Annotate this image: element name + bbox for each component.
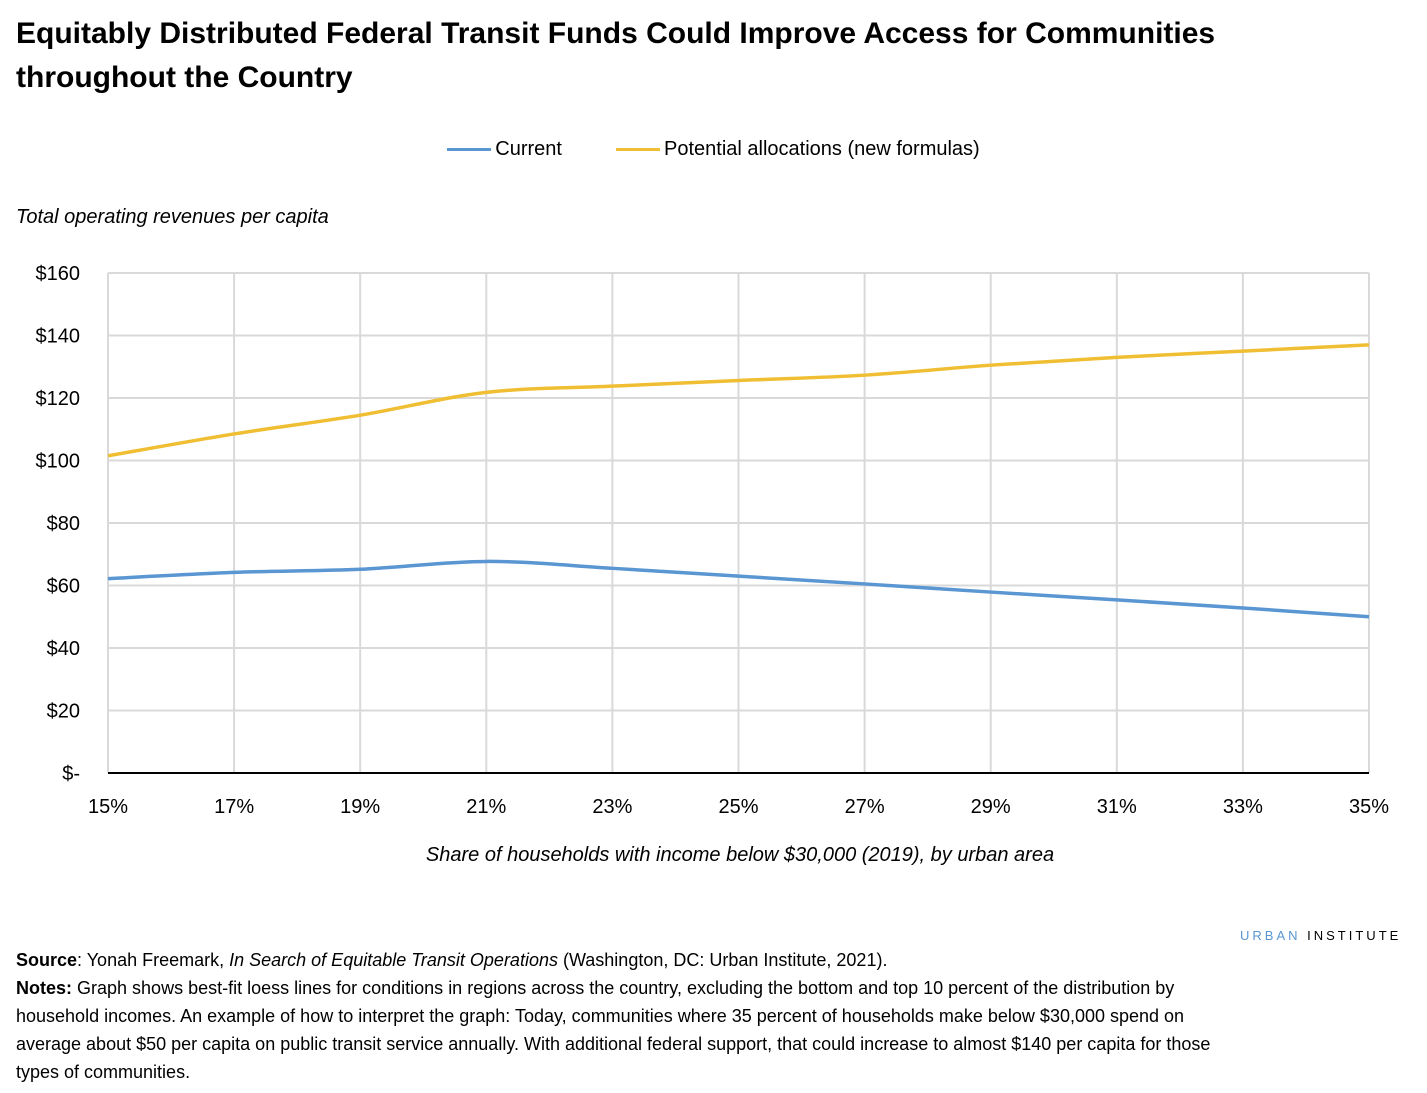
x-tick-label: 21% [466, 796, 506, 818]
x-tick-label: 31% [1097, 796, 1137, 818]
x-tick-label: 23% [592, 796, 632, 818]
y-tick-label: $40 [47, 638, 80, 660]
y-tick-label: $140 [36, 326, 81, 348]
legend-label: Potential allocations (new formulas) [664, 138, 980, 160]
y-axis-title: Total operating revenues per capita [16, 206, 329, 228]
notes-text: Notes: Graph shows best-fit loess lines … [16, 978, 1211, 1082]
y-tick-label: $20 [47, 701, 80, 723]
x-tick-label: 17% [214, 796, 254, 818]
y-tick-label: $60 [47, 576, 80, 598]
chart-title: Equitably Distributed Federal Transit Fu… [16, 17, 1216, 94]
logo-part1: URBAN [1240, 928, 1301, 943]
x-axis-title: Share of households with income below $3… [425, 844, 1055, 866]
y-tick-label: $100 [36, 451, 81, 473]
x-tick-label: 35% [1349, 796, 1389, 818]
source-notes: Source: Yonah Freemark, In Search of Equ… [16, 946, 1216, 1086]
logo-part2: INSTITUTE [1307, 928, 1402, 943]
urban-institute-logo: URBAN INSTITUTE [1240, 928, 1401, 943]
y-tick-label: $160 [36, 263, 81, 285]
x-tick-label: 25% [718, 796, 758, 818]
y-tick-label: $120 [36, 388, 81, 410]
series-line-potential [107, 343, 1370, 458]
legend-label: Current [495, 138, 562, 160]
x-tick-label: 33% [1223, 796, 1263, 818]
series-line-current [107, 559, 1370, 619]
source-line: Source: Yonah Freemark, In Search of Equ… [16, 950, 888, 970]
x-tick-label: 15% [88, 796, 128, 818]
legend-swatch [616, 148, 660, 151]
legend: Current Potential allocations (new formu… [0, 138, 1427, 161]
legend-swatch [447, 148, 492, 151]
x-tick-label: 19% [340, 796, 380, 818]
y-tick-label: $- [62, 763, 80, 785]
legend-item-potential: Potential allocations (new formulas) [616, 138, 980, 161]
x-tick-label: 29% [971, 796, 1011, 818]
y-tick-label: $80 [47, 513, 80, 535]
x-tick-label: 27% [845, 796, 885, 818]
legend-item-current: Current [447, 138, 562, 161]
